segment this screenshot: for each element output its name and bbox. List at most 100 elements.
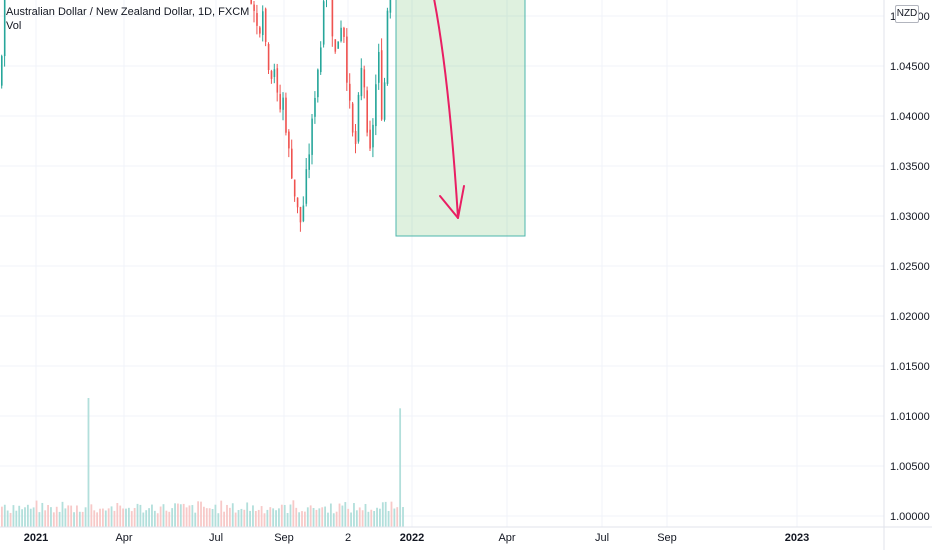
volume-bar: [200, 501, 202, 527]
currency-badge[interactable]: NZD: [895, 5, 919, 23]
volume-bar: [21, 509, 23, 527]
volume-bar: [104, 510, 107, 527]
volume-bar: [324, 506, 326, 527]
candle-body: [250, 0, 252, 4]
candle-body: [322, 1, 325, 45]
volume-bar: [81, 511, 84, 527]
candle-body: [302, 205, 305, 222]
volume-bar: [254, 510, 257, 527]
volume-bar: [228, 507, 231, 527]
candle-body: [380, 50, 383, 120]
volume-bar: [9, 512, 12, 527]
volume-bar: [387, 511, 390, 527]
candle-body: [337, 41, 339, 49]
candle-body: [267, 44, 270, 71]
candle-body: [346, 36, 348, 83]
volume-bar: [237, 510, 240, 527]
volume-bar: [379, 508, 381, 527]
x-tick-label: Sep: [274, 532, 294, 544]
volume-bar: [151, 504, 153, 527]
volume-bar: [93, 510, 96, 527]
volume-bar: [263, 513, 266, 527]
volume-bar: [168, 511, 171, 527]
downward-arrow: [433, 0, 459, 219]
volume-bar: [61, 501, 64, 527]
volume-bar: [278, 508, 280, 527]
volume-bar: [214, 504, 217, 527]
volume-bar: [26, 504, 29, 527]
volume-bar: [283, 504, 286, 527]
volume-bar: [73, 512, 75, 527]
x-tick-label: 2: [345, 532, 351, 544]
volume-bar: [87, 398, 90, 527]
volume-bar: [29, 508, 32, 527]
candle-body: [363, 69, 366, 88]
y-tick-label: 1.04500: [890, 61, 930, 73]
candle-body: [366, 90, 368, 133]
volume-bar: [162, 504, 165, 527]
volume-bar: [246, 502, 249, 527]
x-tick-label: 2022: [400, 532, 424, 544]
volume-bar: [220, 500, 223, 527]
volume-bar: [70, 505, 73, 527]
candle-body: [262, 11, 264, 36]
volume-bar: [188, 505, 191, 527]
volume-bar: [153, 510, 156, 527]
volume-bar: [226, 504, 228, 527]
candle-body: [288, 131, 290, 149]
candle-body: [369, 129, 371, 149]
volume-bar: [84, 507, 87, 527]
volume-bar: [15, 510, 18, 527]
volume-bar: [52, 512, 55, 527]
candle-body: [360, 67, 363, 97]
volume-bar: [67, 505, 70, 527]
volume-bar: [347, 508, 350, 527]
volume-bar: [3, 504, 6, 527]
candle-body: [296, 197, 299, 208]
volume-bar: [370, 509, 373, 527]
symbol-title[interactable]: Australian Dollar / New Zealand Dollar, …: [6, 6, 250, 18]
volume-bar: [353, 503, 355, 527]
volume-bar: [1, 506, 3, 527]
volume-bar: [286, 512, 289, 527]
candle-body: [276, 68, 279, 93]
volume-bar: [355, 510, 358, 527]
volume-bar: [58, 511, 61, 527]
volume-bar: [185, 507, 188, 527]
candle-body: [291, 148, 293, 179]
volume-bar: [156, 513, 159, 527]
volume-bar: [24, 507, 26, 527]
y-tick-label: 1.03500: [890, 161, 930, 173]
candle-body: [386, 10, 389, 84]
volume-bar: [35, 500, 38, 527]
volume-bar: [315, 509, 318, 527]
candle-body: [279, 94, 281, 110]
candle-body: [253, 4, 255, 11]
volume-bar: [318, 508, 321, 527]
volume-bar: [90, 504, 93, 527]
volume-bar: [231, 503, 234, 527]
target-zone: [395, 0, 526, 237]
volume-bar: [182, 503, 185, 527]
volume-bar: [393, 508, 396, 527]
candle-body: [314, 97, 316, 117]
volume-indicator-label[interactable]: Vol: [6, 20, 22, 32]
volume-bar: [102, 508, 104, 527]
volume-bar: [99, 508, 101, 527]
volume-bar: [125, 508, 127, 527]
candle-body: [270, 71, 273, 79]
candle-body: [264, 8, 267, 42]
volume-bar: [272, 508, 275, 527]
volume-bar: [41, 502, 44, 527]
volume-bar: [119, 505, 122, 527]
volume-bar: [309, 505, 312, 527]
volume-bar: [350, 512, 352, 527]
volume-bar: [78, 511, 81, 527]
volume-bar: [145, 510, 148, 527]
volume-bar: [6, 510, 9, 527]
candle-body: [375, 84, 377, 127]
candle-body: [259, 27, 261, 34]
y-tick-label: 1.02000: [890, 311, 930, 323]
